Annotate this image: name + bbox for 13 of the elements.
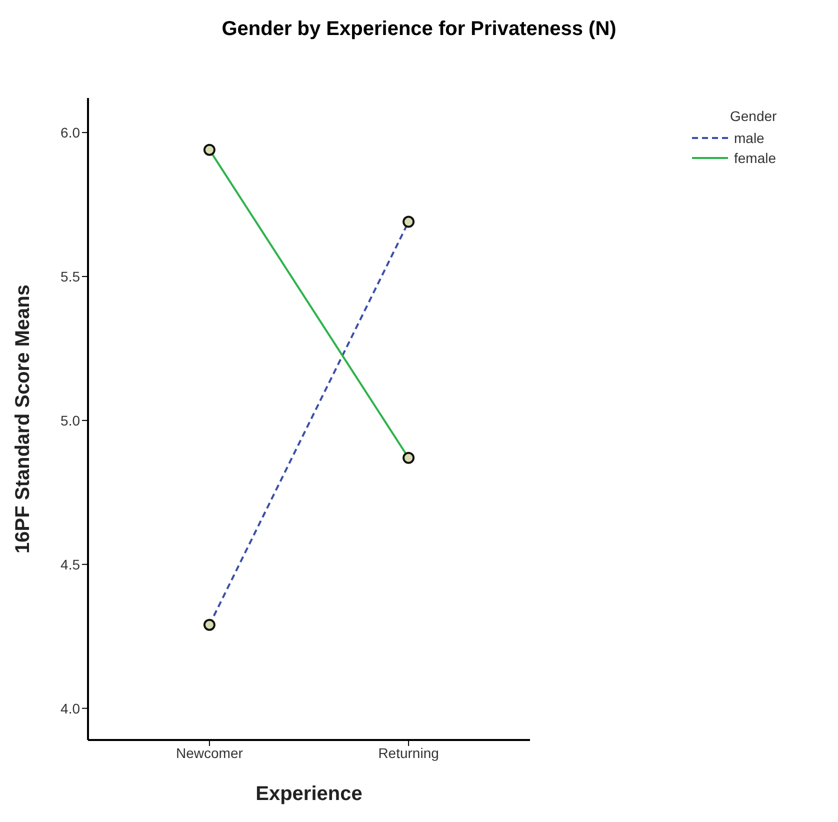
y-tick-label: 6.0 — [60, 124, 80, 141]
legend-label: female — [734, 150, 776, 166]
legend-title: Gender — [730, 108, 778, 124]
x-tick-label: Returning — [378, 744, 439, 761]
y-tick-label: 5.0 — [60, 412, 80, 428]
y-tick-label: 4.0 — [60, 700, 80, 716]
x-axis-title: Experience — [256, 783, 362, 805]
chart-title: Gender by Experience for Privateness (N) — [220, 17, 618, 42]
y-axis-title: 16PF Standard Score Means — [12, 284, 34, 554]
y-tick-label: 4.5 — [60, 556, 80, 572]
y-tick-label: 5.5 — [60, 268, 80, 284]
legend-label: male — [734, 130, 764, 146]
x-tick-label: Newcomer — [176, 744, 244, 761]
